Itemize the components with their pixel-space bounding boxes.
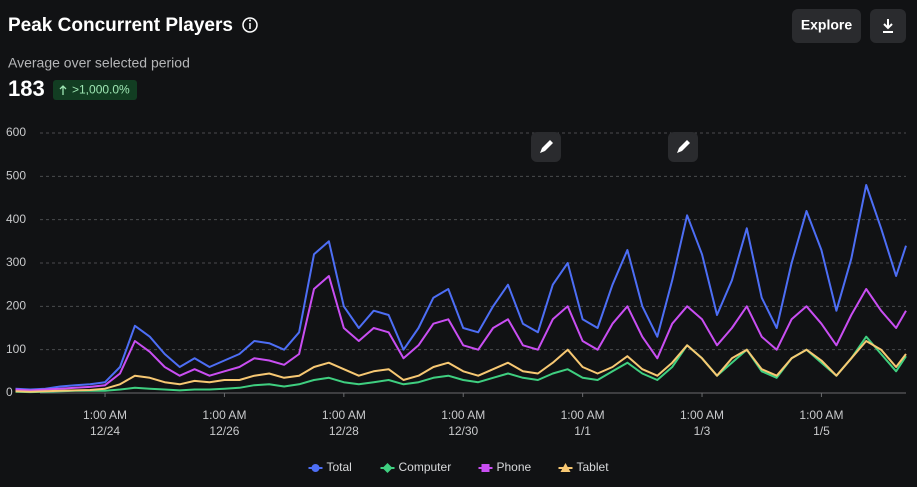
x-tick-label: 1:00 AM bbox=[680, 408, 724, 422]
x-tick-label: 12/30 bbox=[448, 424, 478, 438]
legend-label: Phone bbox=[497, 460, 532, 474]
legend-item[interactable]: Computer bbox=[380, 460, 452, 474]
y-tick-label: 100 bbox=[6, 342, 26, 356]
series-line bbox=[15, 335, 907, 394]
legend-item[interactable]: Tablet bbox=[558, 460, 610, 474]
y-tick-label: 0 bbox=[6, 385, 13, 399]
card-title: Peak Concurrent Players bbox=[8, 15, 233, 36]
legend-label: Total bbox=[327, 460, 352, 474]
subtitle: Average over selected period bbox=[8, 55, 190, 71]
x-tick-label: 1:00 AM bbox=[561, 408, 605, 422]
explore-button[interactable] bbox=[792, 9, 861, 43]
average-value: 183 bbox=[8, 76, 45, 101]
legend-marker bbox=[481, 464, 490, 472]
y-tick-label: 400 bbox=[6, 212, 26, 226]
x-tick-label: 1:00 AM bbox=[83, 408, 127, 422]
explore-label: Explore bbox=[801, 17, 853, 33]
series-line bbox=[15, 275, 907, 392]
x-tick-label: 1/1 bbox=[574, 424, 591, 438]
y-tick-label: 300 bbox=[6, 255, 26, 269]
legend-marker bbox=[382, 463, 393, 473]
legend-item[interactable]: Total bbox=[308, 460, 352, 474]
x-tick-label: 12/26 bbox=[209, 424, 239, 438]
legend-item[interactable]: Phone bbox=[478, 460, 532, 474]
x-tick-label: 1:00 AM bbox=[322, 408, 366, 422]
annotation-icon[interactable] bbox=[531, 132, 561, 162]
legend-marker bbox=[311, 464, 320, 472]
x-tick-label: 12/24 bbox=[90, 424, 120, 438]
x-tick-label: 1/5 bbox=[813, 424, 830, 438]
download-icon bbox=[883, 19, 893, 33]
series-line bbox=[15, 184, 907, 391]
x-tick-label: 1:00 AM bbox=[202, 408, 246, 422]
x-tick-label: 12/28 bbox=[329, 424, 359, 438]
series-line bbox=[15, 340, 907, 393]
y-tick-label: 600 bbox=[6, 125, 26, 139]
up-arrow bbox=[59, 85, 67, 95]
change-value: >1,000.0% bbox=[72, 83, 130, 97]
change-badge bbox=[53, 80, 137, 100]
legend-label: Tablet bbox=[577, 460, 610, 474]
plot: 0 100 200 300 400 500 600 1:00 AM 12/24 1:00 AM 12… bbox=[6, 125, 907, 438]
annotation-icon[interactable] bbox=[668, 132, 698, 162]
y-tick-label: 500 bbox=[6, 169, 26, 183]
y-tick-label: 200 bbox=[6, 299, 26, 313]
info-icon[interactable] bbox=[242, 17, 258, 33]
x-tick-label: 1:00 AM bbox=[441, 408, 485, 422]
legend-marker bbox=[560, 463, 571, 472]
x-tick-label: 1/3 bbox=[694, 424, 711, 438]
legend-label: Computer bbox=[399, 460, 452, 474]
x-tick-label: 1:00 AM bbox=[799, 408, 843, 422]
